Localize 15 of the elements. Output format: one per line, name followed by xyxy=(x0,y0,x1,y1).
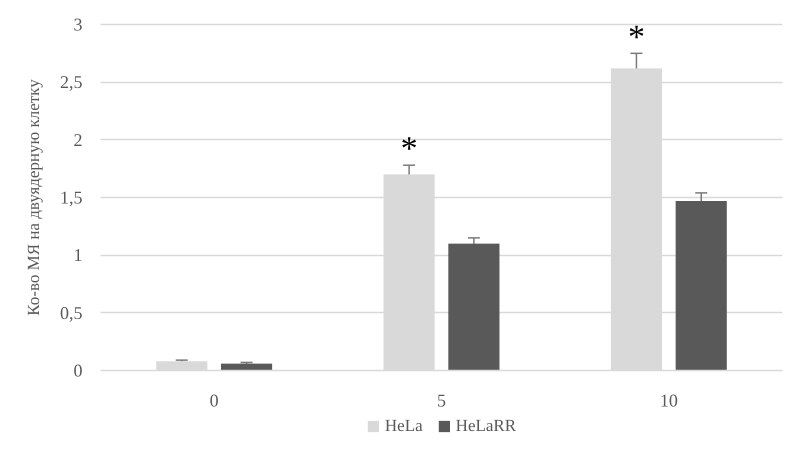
legend-label: HeLaRR xyxy=(456,416,516,436)
y-tick-label: 1 xyxy=(74,245,82,266)
y-tick-label: 2,5 xyxy=(60,72,82,92)
legend-label: HeLa xyxy=(384,416,423,436)
x-tick-label: 10 xyxy=(660,390,678,410)
y-tick-label: 0,5 xyxy=(60,302,82,323)
y-tick-label: 3 xyxy=(74,14,82,34)
y-tick-label: 1,5 xyxy=(60,188,82,208)
y-tick-label: 2 xyxy=(74,130,82,150)
annotation: * xyxy=(400,130,418,168)
annotation: * xyxy=(628,18,645,56)
y-tick-label: 0 xyxy=(74,360,82,380)
x-tick-label: 5 xyxy=(437,390,446,410)
x-tick-label: 0 xyxy=(210,390,219,410)
y-axis-title: Ко-во МЯ на двуядерную клетку xyxy=(24,78,43,316)
